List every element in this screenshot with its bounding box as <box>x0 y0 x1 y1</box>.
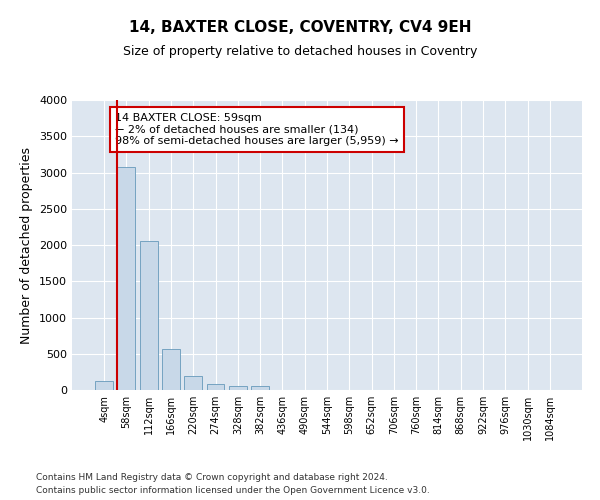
Bar <box>140 240 158 390</box>
Text: Size of property relative to detached houses in Coventry: Size of property relative to detached ho… <box>123 45 477 58</box>
Bar <box>95 380 113 390</box>
Y-axis label: Number of detached properties: Number of detached properties <box>20 146 34 344</box>
Bar <box>162 350 180 390</box>
Bar <box>229 386 247 390</box>
Text: 14 BAXTER CLOSE: 59sqm
← 2% of detached houses are smaller (134)
98% of semi-det: 14 BAXTER CLOSE: 59sqm ← 2% of detached … <box>115 113 399 146</box>
Text: Contains public sector information licensed under the Open Government Licence v3: Contains public sector information licen… <box>36 486 430 495</box>
Bar <box>206 384 224 390</box>
Bar <box>251 386 269 390</box>
Text: Contains HM Land Registry data © Crown copyright and database right 2024.: Contains HM Land Registry data © Crown c… <box>36 474 388 482</box>
Bar <box>184 376 202 390</box>
Bar <box>118 166 136 390</box>
Text: 14, BAXTER CLOSE, COVENTRY, CV4 9EH: 14, BAXTER CLOSE, COVENTRY, CV4 9EH <box>129 20 471 35</box>
